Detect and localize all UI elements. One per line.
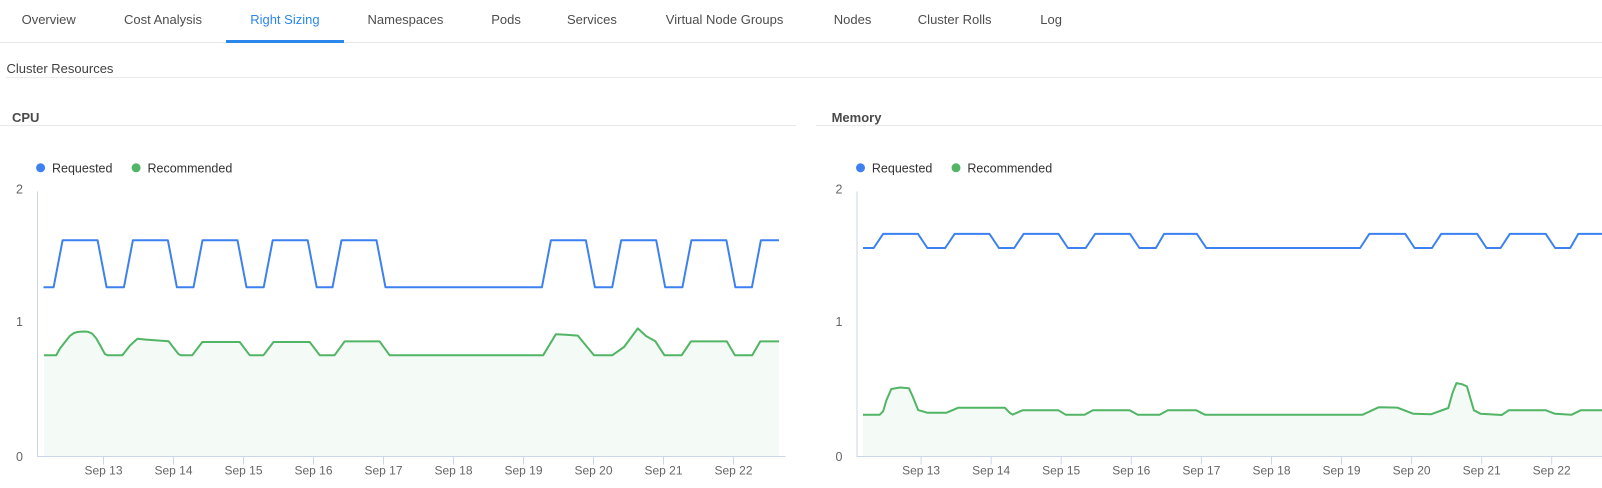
svg-text:Sep 18: Sep 18: [1252, 464, 1290, 478]
svg-text:Sep 20: Sep 20: [574, 464, 612, 478]
svg-text:1: 1: [836, 315, 843, 329]
svg-text:Sep 18: Sep 18: [434, 464, 472, 478]
svg-text:Sep 14: Sep 14: [972, 464, 1010, 478]
svg-text:Sep 14: Sep 14: [154, 464, 192, 478]
svg-text:Sep 13: Sep 13: [902, 464, 940, 478]
svg-text:Recommended: Recommended: [148, 161, 233, 175]
svg-text:1: 1: [16, 315, 23, 329]
svg-text:Sep 21: Sep 21: [1463, 464, 1501, 478]
svg-text:Sep 17: Sep 17: [364, 464, 402, 478]
svg-text:Sep 15: Sep 15: [1042, 464, 1080, 478]
svg-text:0: 0: [16, 450, 23, 464]
svg-text:Requested: Requested: [52, 161, 113, 175]
svg-text:Sep 16: Sep 16: [294, 464, 332, 478]
svg-text:Sep 13: Sep 13: [84, 464, 122, 478]
svg-text:Sep 19: Sep 19: [1322, 464, 1360, 478]
svg-text:Sep 15: Sep 15: [224, 464, 262, 478]
svg-text:Recommended: Recommended: [967, 161, 1052, 175]
svg-text:2: 2: [836, 183, 843, 197]
svg-text:Requested: Requested: [872, 161, 933, 175]
svg-text:Sep 20: Sep 20: [1393, 464, 1431, 478]
svg-text:2: 2: [16, 183, 23, 197]
svg-text:Sep 17: Sep 17: [1182, 464, 1220, 478]
svg-text:Sep 22: Sep 22: [1533, 464, 1571, 478]
svg-text:Sep 16: Sep 16: [1112, 464, 1150, 478]
svg-text:0: 0: [836, 450, 843, 464]
svg-text:Sep 22: Sep 22: [714, 464, 752, 478]
svg-text:Sep 19: Sep 19: [504, 464, 542, 478]
svg-text:Sep 21: Sep 21: [644, 464, 682, 478]
